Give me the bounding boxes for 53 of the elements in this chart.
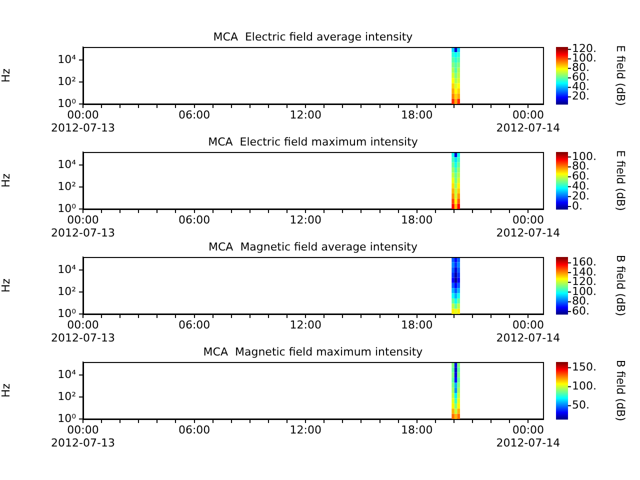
color-bar-label: 50. [572, 398, 590, 412]
x-tick-label: 18:00 [401, 318, 433, 332]
color-bar-label: 120. [572, 275, 596, 288]
color-bar-title: B field (dB) [614, 254, 628, 316]
color-bar-label: 150. [572, 360, 596, 374]
x-tick-label: 00:00 2012-07-13 [51, 213, 115, 240]
color-bar-label: 100. [572, 380, 596, 393]
y-tick-label: 10⁰ [58, 202, 77, 215]
y-tick-label: 10² [58, 284, 76, 298]
x-tick-label: 18:00 [401, 423, 433, 436]
y-tick-label: 10² [58, 180, 76, 193]
x-tick-label: 06:00 [178, 318, 210, 332]
chart-title: MCA Electric field maximum intensity [208, 135, 418, 148]
chart-title: MCA Magnetic field average intensity [208, 240, 418, 254]
x-tick-label: 00:00 2012-07-13 [51, 423, 115, 450]
y-tick-label: 10⁰ [58, 306, 77, 320]
chart-title: MCA Magnetic field maximum intensity [203, 345, 424, 358]
y-axis-title: Hz [0, 173, 12, 188]
x-tick-label: 00:00 2012-07-14 [496, 108, 560, 135]
y-tick-label: 10² [58, 74, 76, 88]
x-tick-label: 00:00 2012-07-14 [496, 318, 560, 345]
y-axis-title: Hz [0, 68, 12, 83]
color-bar-label: 60. [572, 304, 590, 318]
y-axis-title: Hz [0, 383, 12, 398]
x-tick-label: 00:00 2012-07-13 [51, 108, 115, 135]
y-tick-label: 10⁴ [58, 368, 77, 382]
x-tick-label: 12:00 [290, 423, 322, 436]
x-tick-label: 12:00 [290, 108, 322, 122]
x-tick-label: 00:00 2012-07-14 [496, 423, 560, 450]
x-tick-label: 06:00 [178, 213, 210, 226]
y-tick-label: 10⁴ [58, 158, 77, 172]
color-bar-label: 100. [572, 150, 596, 163]
chart-title: MCA Electric field average intensity [213, 30, 414, 44]
y-tick-label: 10⁰ [58, 96, 77, 110]
y-tick-label: 10⁴ [58, 53, 77, 66]
x-tick-label: 06:00 [178, 423, 210, 436]
x-tick-label: 12:00 [290, 213, 322, 226]
y-axis-title: Hz [0, 278, 12, 293]
color-bar-title: E field (dB) [614, 45, 628, 106]
color-bar-label: 160. [572, 256, 596, 269]
color-bar-label: 20. [572, 90, 590, 103]
x-tick-label: 00:00 2012-07-14 [496, 213, 560, 240]
color-bar-title: B field (dB) [614, 360, 628, 422]
x-tick-label: 18:00 [401, 108, 433, 122]
color-bar-label: 60. [572, 170, 590, 183]
x-tick-label: 18:00 [401, 213, 433, 226]
y-tick-label: 10² [58, 390, 76, 403]
x-tick-label: 12:00 [290, 318, 322, 332]
y-tick-label: 10⁰ [58, 412, 77, 425]
x-tick-label: 00:00 2012-07-13 [51, 318, 115, 345]
y-tick-label: 10⁴ [58, 263, 77, 276]
color-bar-title: E field (dB) [614, 150, 628, 211]
x-tick-label: 06:00 [178, 108, 210, 122]
